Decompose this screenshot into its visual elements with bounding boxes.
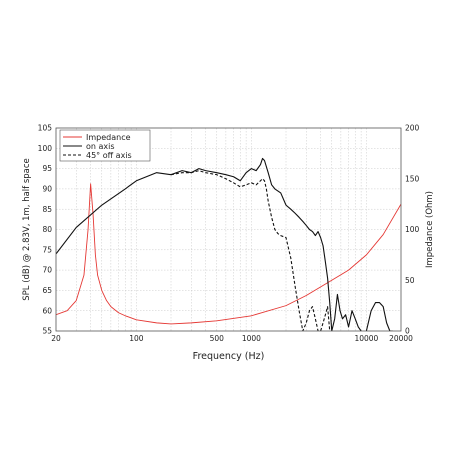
y-axis-right-title: Impedance (Ohm)	[425, 191, 435, 268]
x-tick-label: 10000	[354, 334, 378, 343]
y-left-tick-label: 90	[42, 185, 52, 194]
plot-frame	[55, 127, 402, 332]
x-tick-label: 500	[210, 334, 225, 343]
series-line-impedance	[56, 183, 401, 325]
legend-label-on-axis: on axis	[86, 142, 115, 151]
y-right-tick-label: 50	[405, 276, 415, 285]
y-left-tick-label: 100	[38, 144, 53, 153]
x-tick-label: 1000	[242, 334, 261, 343]
y-axis-left-title: SPL (dB) @ 2.83V, 1m, half space	[22, 158, 32, 301]
x-axis-title: Frequency (Hz)	[193, 351, 265, 362]
series-layer	[56, 157, 401, 331]
y-left-tick-label: 55	[42, 327, 52, 336]
series-line-on-axis	[56, 157, 393, 331]
y-left-tick-label: 65	[42, 286, 52, 295]
tick-labels: 20 100 500 1000 10000 20000556065707580859095…	[38, 124, 420, 343]
y-left-tick-label: 70	[42, 266, 52, 275]
legend-label-off-axis: 45° off axis	[86, 151, 132, 160]
y-left-tick-label: 80	[42, 225, 52, 234]
y-left-tick-label: 85	[42, 205, 52, 214]
x-tick-label: 20000	[389, 334, 413, 343]
y-left-tick-label: 75	[42, 245, 52, 254]
y-right-tick-label: 200	[405, 124, 420, 133]
y-left-tick-label: 60	[42, 306, 52, 315]
legend: Impedance on axis 45° off axis	[59, 129, 151, 162]
x-tick-label: 20	[51, 334, 61, 343]
y-right-tick-label: 0	[405, 327, 410, 336]
x-tick-label: 100	[129, 334, 144, 343]
y-left-tick-label: 105	[38, 124, 53, 133]
legend-label-impedance: Impedance	[86, 133, 131, 142]
y-right-tick-label: 100	[405, 225, 420, 234]
y-left-tick-label: 95	[42, 164, 52, 173]
y-right-tick-label: 150	[405, 174, 420, 183]
series-line-45-off-axis	[170, 170, 331, 331]
